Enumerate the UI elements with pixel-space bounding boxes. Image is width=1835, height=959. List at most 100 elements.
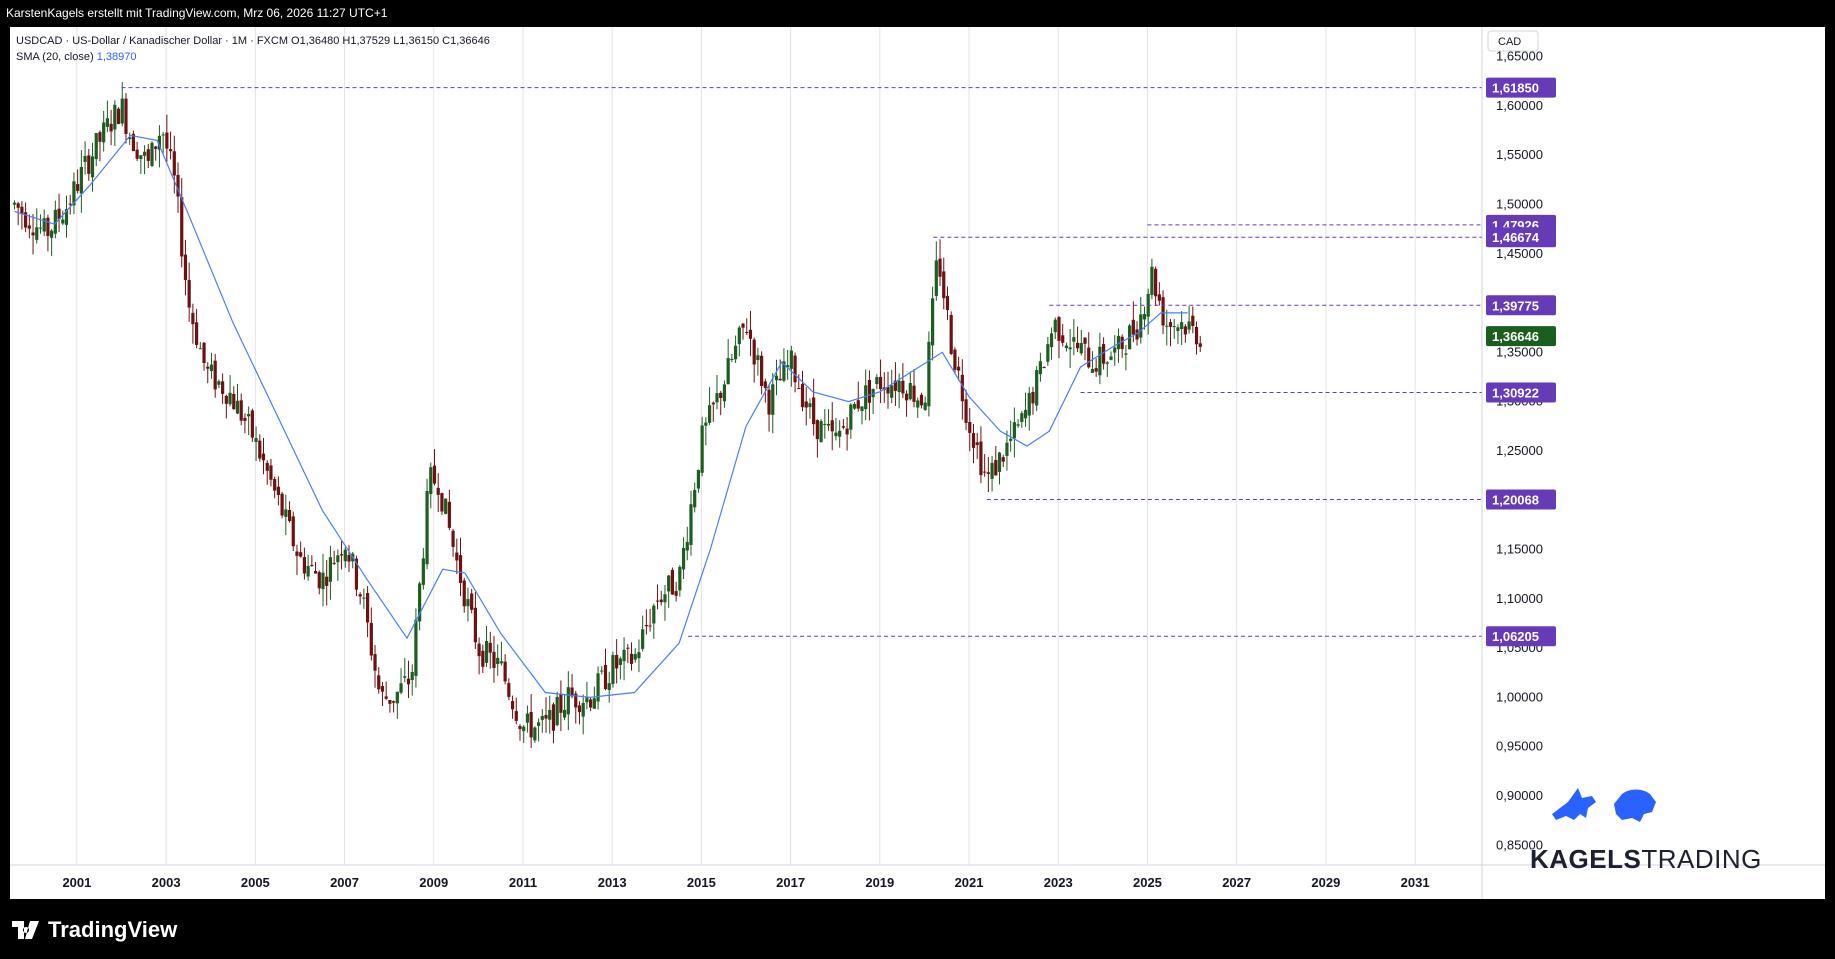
candle-body: [321, 572, 325, 590]
candle-body: [481, 650, 485, 667]
candle-body: [432, 465, 437, 484]
candle-body: [570, 687, 574, 697]
candle-body: [265, 462, 269, 471]
level-label-0: 1,61850: [1492, 81, 1539, 96]
candle-body: [577, 705, 582, 713]
candle-body: [131, 133, 136, 152]
candle-body: [414, 619, 418, 676]
y-tick-4: 1,45000: [1496, 246, 1543, 261]
y-tick-13: 1,00000: [1496, 689, 1543, 704]
candle-body: [228, 392, 232, 405]
candle-body: [693, 489, 697, 508]
candle-body: [176, 174, 180, 197]
candle-body: [826, 423, 831, 426]
candle-body: [778, 378, 782, 381]
candle-body: [1105, 362, 1109, 364]
candle-body: [808, 403, 812, 408]
candle-body: [689, 504, 693, 545]
x-tick-4: 2009: [419, 875, 448, 890]
tradingview-logo[interactable]: TradingView: [12, 917, 177, 943]
candle-body: [589, 699, 593, 708]
x-tick-12: 2025: [1133, 875, 1162, 890]
candle-body: [399, 683, 403, 693]
candle-body: [172, 151, 176, 176]
candle-body: [217, 381, 221, 385]
candle-body: [503, 661, 507, 682]
last-price-label: 1,36646: [1492, 329, 1539, 344]
y-tick-8: 1,25000: [1496, 443, 1543, 458]
candle-body: [1116, 335, 1121, 350]
candle-body: [823, 423, 827, 425]
candle-body: [109, 123, 113, 132]
candle-body: [124, 98, 128, 134]
level-label-bg-6: [1486, 626, 1556, 647]
candle-body: [388, 699, 392, 704]
candle-body: [1187, 321, 1191, 330]
level-label-6: 1,06205: [1492, 629, 1539, 644]
y-tick-10: 1,15000: [1496, 542, 1543, 557]
candle-body: [447, 501, 451, 528]
candle-body: [1023, 409, 1028, 419]
candle-body: [957, 366, 961, 371]
price-chart[interactable]: CAD1,650001,600001,550001,500001,450001,…: [10, 27, 1825, 899]
candle-body: [782, 361, 786, 381]
candle-body: [247, 414, 251, 417]
candle-body: [365, 593, 370, 623]
candle-body: [1012, 422, 1016, 439]
candle-body: [1001, 457, 1005, 462]
candle-body: [681, 547, 686, 570]
candle-body: [819, 421, 823, 443]
candle-body: [410, 672, 414, 680]
candle-body: [1113, 347, 1117, 353]
candle-body: [774, 375, 779, 381]
candle-body: [1101, 344, 1106, 364]
candle-body: [886, 386, 890, 394]
candle-body: [659, 599, 663, 603]
y-tick-2: 1,55000: [1496, 147, 1543, 162]
y-tick-0: 1,65000: [1496, 49, 1543, 64]
candle-body: [1131, 319, 1135, 335]
candle-body: [116, 108, 121, 124]
chart-area[interactable]: CAD 1,65000 1,60000 1,55000 1,50000 1,45000 1,…: [10, 27, 1825, 899]
candle-body: [867, 379, 872, 403]
candle-body: [276, 486, 280, 496]
candle-body: [722, 384, 727, 402]
candle-body: [1049, 333, 1054, 348]
candle-body: [990, 462, 994, 479]
candle-body: [622, 649, 626, 662]
candle-body: [719, 392, 723, 398]
candle-body: [90, 156, 95, 178]
candle-body: [525, 713, 530, 723]
candle-body: [53, 209, 57, 234]
candle-body: [529, 711, 533, 738]
candle-body: [536, 722, 541, 726]
candle-body: [50, 230, 54, 238]
candle-body: [157, 135, 162, 150]
candle-body: [295, 551, 299, 556]
candle-body: [224, 395, 228, 404]
candle-body: [741, 323, 745, 328]
candle-body: [789, 350, 793, 369]
candle-body: [596, 673, 600, 702]
sma-value: 1,38970: [96, 51, 137, 63]
tradingview-icon: [12, 919, 42, 941]
candle-body: [202, 342, 206, 364]
candle-body: [904, 393, 909, 401]
candle-body: [670, 569, 674, 595]
candle-body: [540, 715, 544, 720]
candle-body: [392, 701, 396, 703]
candle-body: [1075, 342, 1080, 349]
candle-body: [626, 647, 630, 649]
candle-body: [971, 433, 976, 448]
candle-body: [919, 394, 924, 406]
candle-body: [142, 151, 147, 156]
candle-body: [436, 487, 440, 495]
candle-body: [1083, 337, 1087, 344]
candle-body: [945, 295, 950, 311]
candle-body: [704, 422, 708, 426]
candle-body: [102, 122, 106, 143]
x-tick-6: 2013: [598, 875, 627, 890]
candle-body: [733, 345, 738, 360]
candle-body: [1061, 335, 1065, 343]
level-label-4: 1,30922: [1492, 386, 1539, 401]
